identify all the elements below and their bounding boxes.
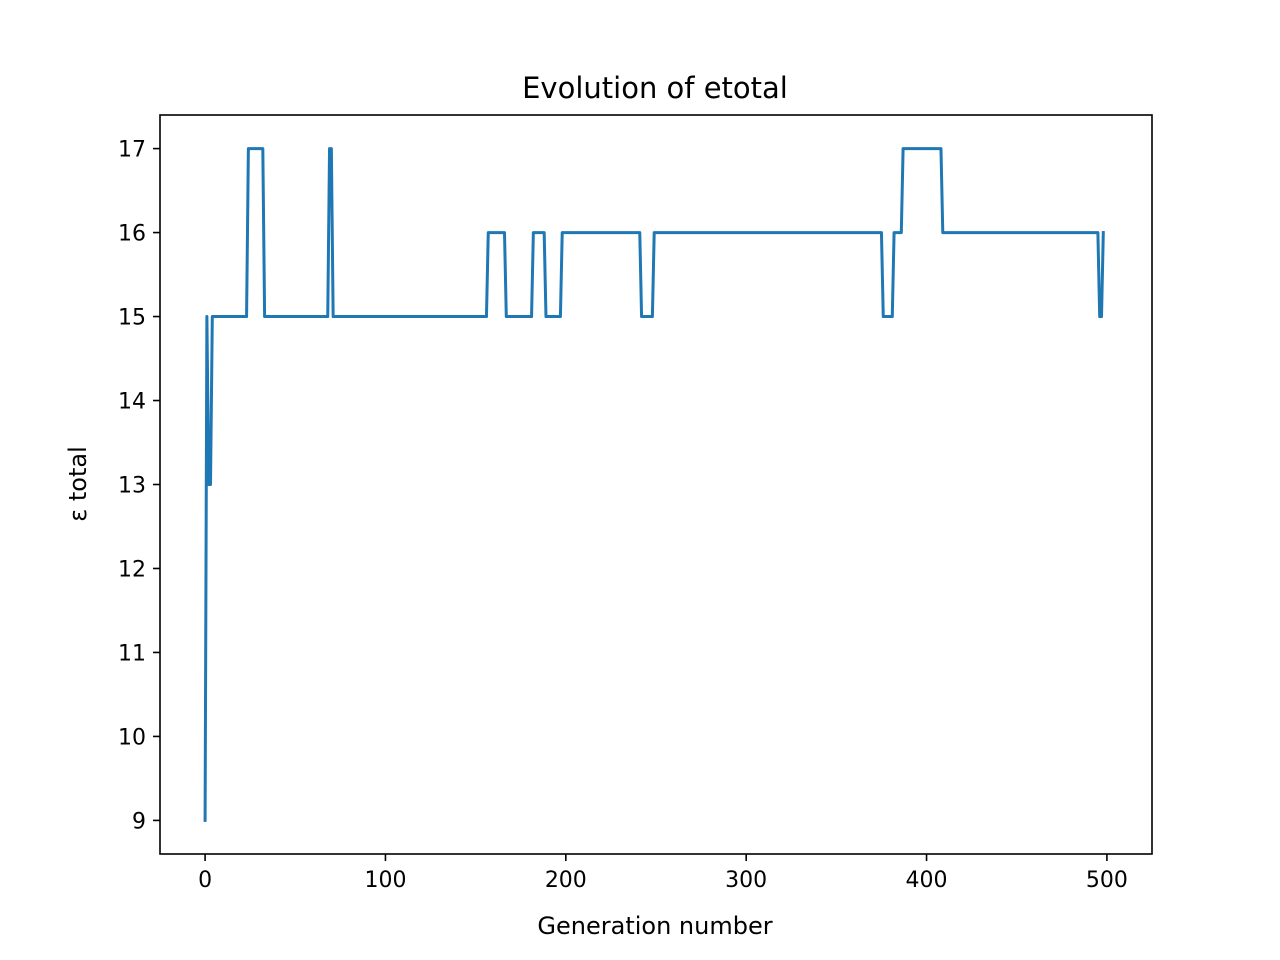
y-tick-label: 11 [118, 641, 146, 666]
x-axis-label: Generation number [537, 912, 772, 940]
x-tick-label: 300 [725, 868, 767, 893]
x-tick-label: 200 [545, 868, 587, 893]
y-tick-label: 14 [118, 390, 146, 415]
y-tick-label: 13 [118, 474, 146, 499]
x-tick-label: 0 [198, 868, 212, 893]
chart-title: Evolution of etotal [522, 71, 788, 105]
y-tick-label: 16 [118, 222, 146, 247]
y-tick-label: 10 [118, 725, 146, 750]
y-tick-label: 9 [132, 809, 146, 834]
series-line-1 [203, 147, 1105, 822]
y-tick-label: 17 [118, 138, 146, 163]
y-tick-label: 15 [118, 306, 146, 331]
x-tick-label: 100 [364, 868, 406, 893]
y-axis-label: ε total [64, 446, 92, 521]
y-tick-label: 12 [118, 557, 146, 582]
plot-area: 0 100 200 300 400 500 9 10 11 12 13 14 15 16 17 [118, 114, 1153, 893]
x-tick-label: 400 [906, 868, 948, 893]
x-tick-label: 500 [1086, 868, 1128, 893]
